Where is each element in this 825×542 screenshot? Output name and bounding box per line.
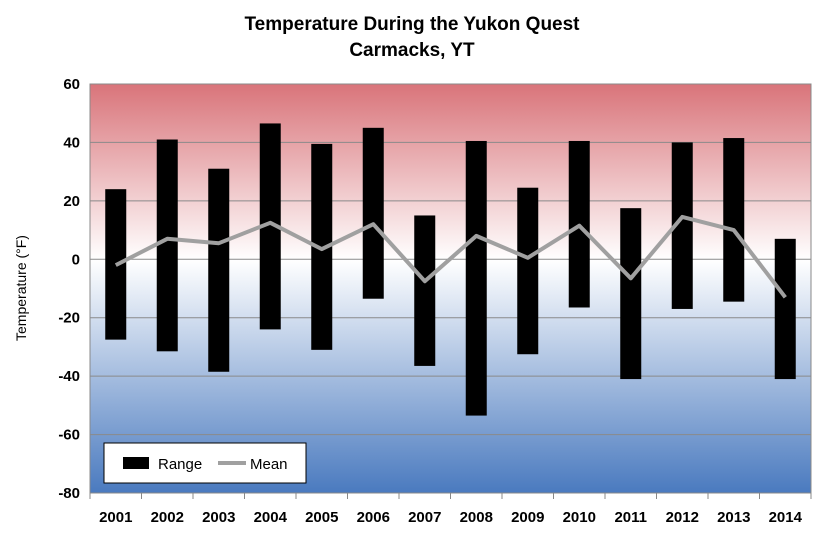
range-bar [620, 208, 642, 380]
x-tick-label: 2011 [614, 509, 647, 526]
x-tick-label: 2010 [563, 509, 596, 526]
x-axis-ticks: 2001 2002 2003 2004 2005 2006 2007 2008 2009 2010… [89, 493, 812, 526]
y-tick-label: 0 [72, 251, 80, 268]
range-bar [465, 140, 487, 416]
x-tick-label: 2004 [254, 509, 288, 526]
mean-line [114, 214, 787, 299]
mean-line-group [114, 214, 787, 299]
y-axis-ticks: 60 40 20 0 -20 -40 -60 -80 [58, 76, 80, 502]
x-tick-label: 2013 [717, 509, 750, 526]
range-bar [362, 127, 384, 299]
plot-area [89, 83, 812, 494]
x-tick-label: 2014 [769, 509, 803, 526]
legend-swatch-range [123, 457, 149, 469]
x-tick-label: 2002 [151, 509, 184, 526]
chart-subtitle: Carmacks, YT [349, 40, 475, 61]
y-tick-label: 20 [63, 193, 80, 210]
x-tick-label: 2006 [357, 509, 390, 526]
range-bar [259, 123, 281, 330]
legend: Range Mean [103, 442, 307, 484]
x-tick-label: 2003 [202, 509, 235, 526]
range-bar [414, 215, 436, 366]
y-axis-label: Temperature (°F) [13, 235, 29, 341]
range-bar [723, 138, 745, 302]
range-bar [208, 168, 230, 372]
y-tick-label: -20 [58, 310, 80, 327]
range-bar [156, 139, 178, 352]
x-tick-label: 2012 [666, 509, 699, 526]
y-tick-label: 40 [63, 134, 80, 151]
y-tick-label: -40 [58, 368, 80, 385]
x-tick-label: 2009 [511, 509, 544, 526]
legend-label-mean: Mean [250, 456, 288, 473]
x-tick-label: 2001 [99, 509, 132, 526]
range-bar [671, 142, 693, 309]
range-bar [774, 238, 796, 380]
y-tick-label: -80 [58, 485, 80, 502]
x-tick-label: 2007 [408, 509, 441, 526]
legend-label-range: Range [158, 456, 202, 473]
y-tick-label: -60 [58, 427, 80, 444]
y-tick-label: 60 [63, 76, 80, 93]
x-tick-label: 2005 [305, 509, 338, 526]
x-tick-label: 2008 [460, 509, 493, 526]
range-bar [517, 187, 539, 355]
chart-title: Temperature During the Yukon Quest [244, 14, 580, 35]
